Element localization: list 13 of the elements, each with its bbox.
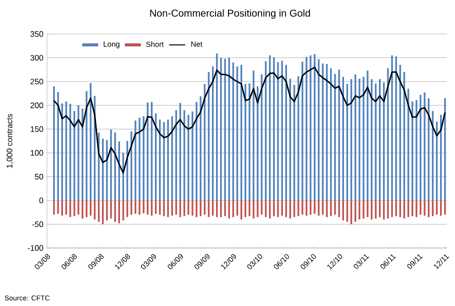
- y-tick-label: 150: [30, 126, 44, 132]
- y-axis-title: 1,000 contracts: [6, 114, 14, 168]
- y-tick-label: 250: [30, 78, 44, 84]
- y-tick-label: 300: [30, 54, 44, 61]
- chart-title: Non-Commercial Positioning in Gold: [150, 9, 310, 19]
- y-tick-label: -100: [28, 245, 44, 251]
- line-series: [53, 66, 446, 174]
- y-tick-label: 200: [30, 102, 44, 108]
- y-tick-label: 0: [39, 198, 44, 204]
- y-tick-label: -50: [32, 221, 44, 228]
- y-tick-label: 350: [30, 31, 44, 37]
- y-tick-label: 100: [30, 150, 44, 156]
- y-tick-label: 50: [34, 174, 44, 180]
